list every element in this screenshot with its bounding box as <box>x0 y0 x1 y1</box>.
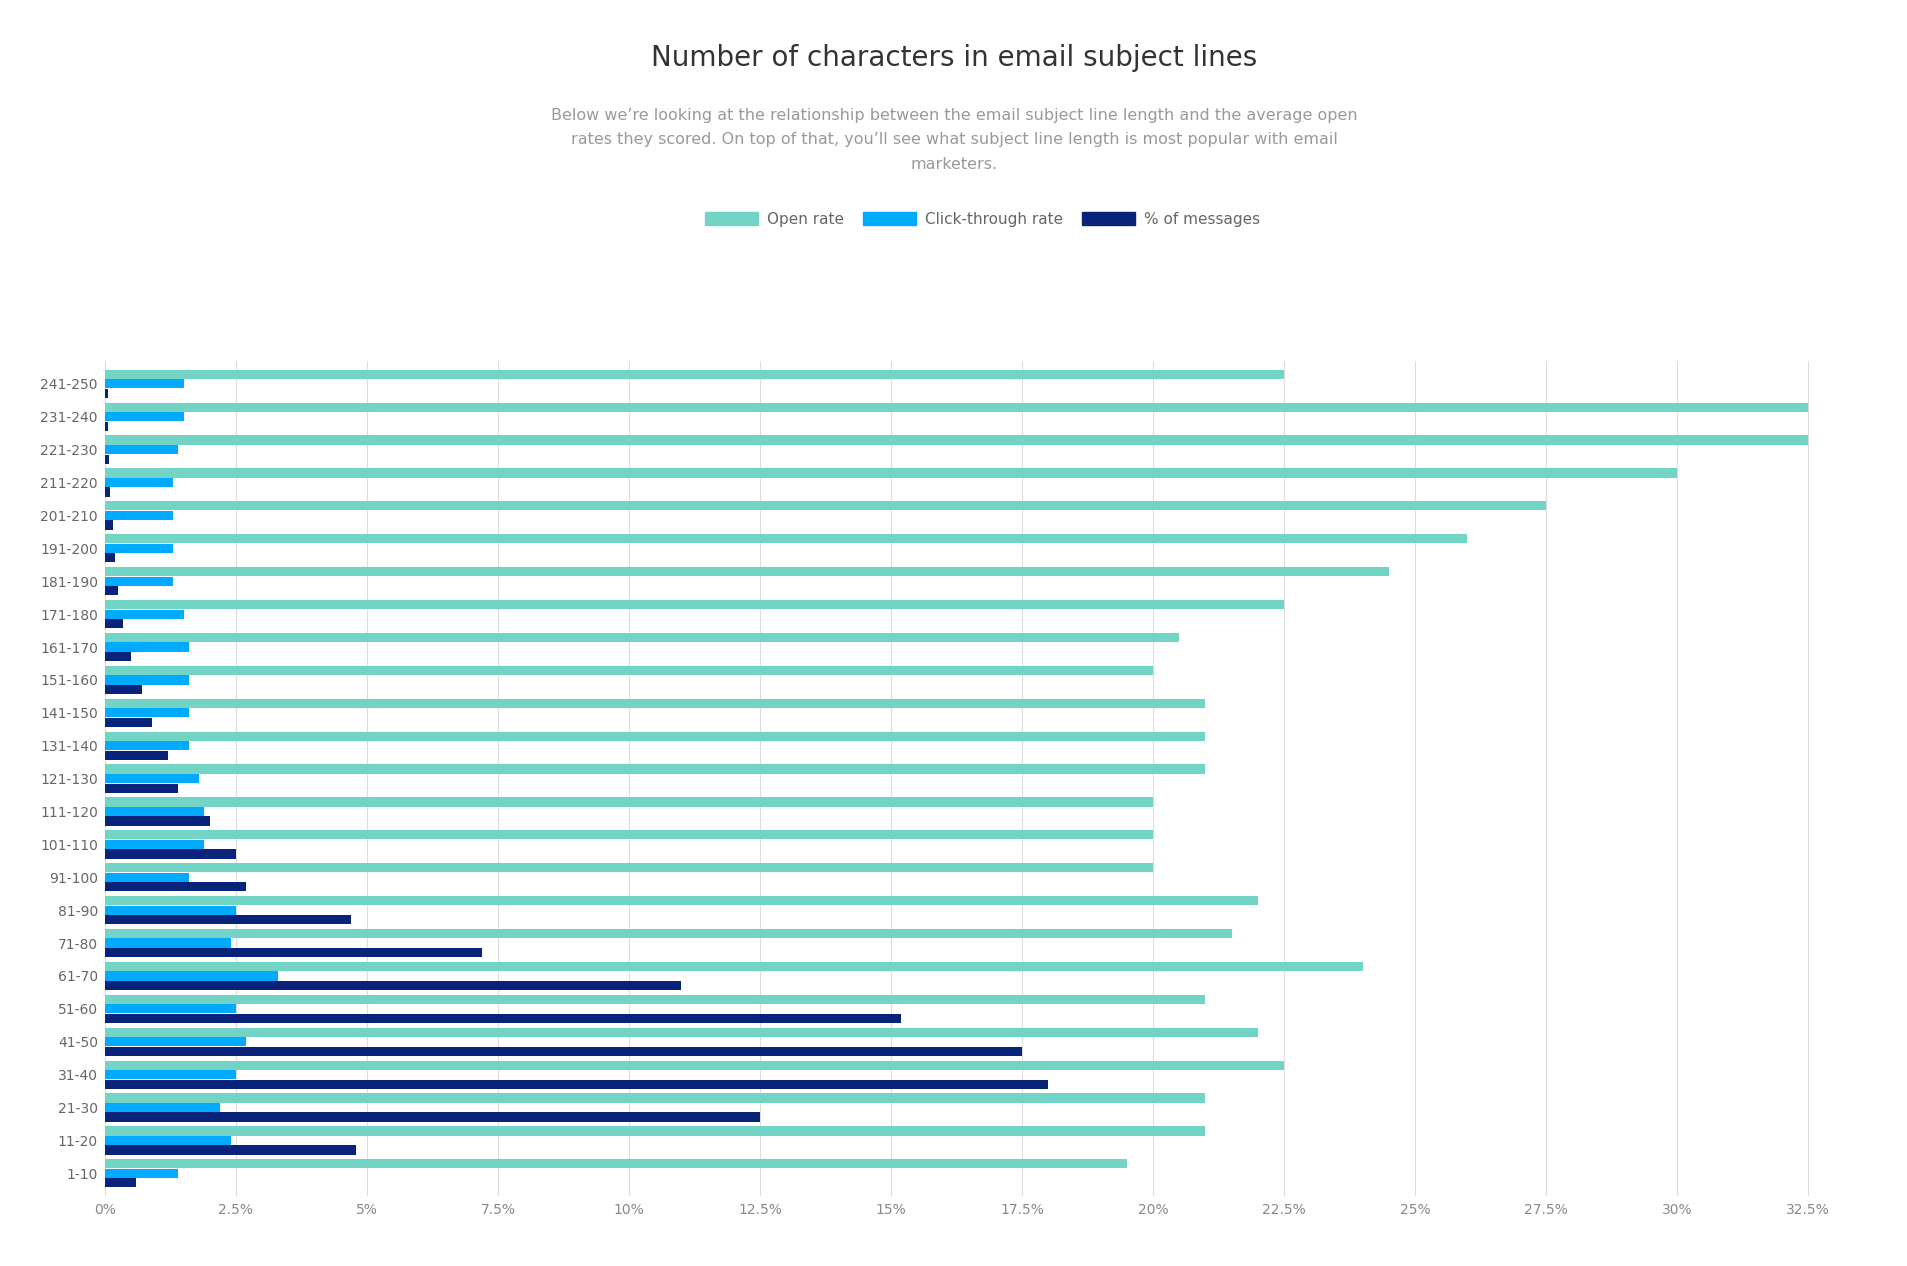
Bar <box>105 413 183 422</box>
Bar <box>105 501 1545 510</box>
Bar <box>105 479 174 487</box>
Bar <box>105 905 236 915</box>
Bar <box>105 633 1179 642</box>
Bar <box>105 938 231 948</box>
Bar <box>105 962 1362 971</box>
Bar <box>105 567 1388 576</box>
Bar <box>105 685 141 694</box>
Bar <box>105 1047 1022 1056</box>
Bar <box>105 699 1205 708</box>
Bar <box>105 468 1676 477</box>
Bar <box>105 896 1257 905</box>
Bar <box>105 1061 1283 1070</box>
Bar <box>105 708 189 718</box>
Bar <box>105 765 1205 774</box>
Bar <box>105 1179 135 1188</box>
Bar <box>105 487 111 496</box>
Bar <box>105 510 174 520</box>
Text: Number of characters in email subject lines: Number of characters in email subject li… <box>650 44 1257 72</box>
Bar <box>105 422 109 430</box>
Bar <box>105 1160 1127 1169</box>
Bar <box>105 370 1283 379</box>
Bar <box>105 1080 1047 1089</box>
Bar <box>105 1004 236 1014</box>
Bar <box>105 774 198 784</box>
Bar <box>105 817 210 825</box>
Bar <box>105 543 174 553</box>
Bar <box>105 995 1205 1004</box>
Bar <box>105 1094 1205 1103</box>
Bar <box>105 534 1466 543</box>
Bar <box>105 863 1152 872</box>
Bar <box>105 553 114 562</box>
Bar <box>105 666 1152 675</box>
Bar <box>105 1127 1205 1136</box>
Bar <box>105 1169 177 1177</box>
Bar <box>105 576 174 586</box>
Text: Below we’re looking at the relationship between the email subject line length an: Below we’re looking at the relationship … <box>551 108 1356 172</box>
Bar <box>105 798 1152 806</box>
Bar <box>105 389 107 398</box>
Bar <box>105 839 204 849</box>
Bar <box>105 971 278 981</box>
Bar <box>105 619 124 628</box>
Bar <box>105 751 168 760</box>
Bar <box>105 830 1152 839</box>
Bar <box>105 1037 246 1047</box>
Bar <box>105 1136 231 1144</box>
Bar <box>105 849 236 858</box>
Bar <box>105 929 1230 938</box>
Bar <box>105 741 189 751</box>
Bar <box>105 380 183 389</box>
Bar <box>105 1014 900 1023</box>
Bar <box>105 609 183 619</box>
Bar <box>105 981 681 990</box>
Bar <box>105 784 177 793</box>
Bar <box>105 732 1205 741</box>
Bar <box>105 1070 236 1079</box>
Bar <box>105 642 189 652</box>
Bar <box>105 915 351 924</box>
Bar <box>105 675 189 685</box>
Bar <box>105 1113 759 1122</box>
Bar <box>105 652 132 661</box>
Bar <box>105 1103 219 1112</box>
Legend: Open rate, Click-through rate, % of messages: Open rate, Click-through rate, % of mess… <box>698 205 1266 233</box>
Bar <box>105 1028 1257 1037</box>
Bar <box>105 600 1283 609</box>
Bar <box>105 1146 357 1155</box>
Bar <box>105 872 189 882</box>
Bar <box>105 948 482 957</box>
Bar <box>105 446 177 454</box>
Bar <box>105 586 118 595</box>
Bar <box>105 718 153 727</box>
Bar <box>105 806 204 817</box>
Bar <box>105 454 109 463</box>
Bar <box>105 520 113 529</box>
Bar <box>105 403 1808 411</box>
Bar <box>105 882 246 891</box>
Bar <box>105 436 1808 444</box>
